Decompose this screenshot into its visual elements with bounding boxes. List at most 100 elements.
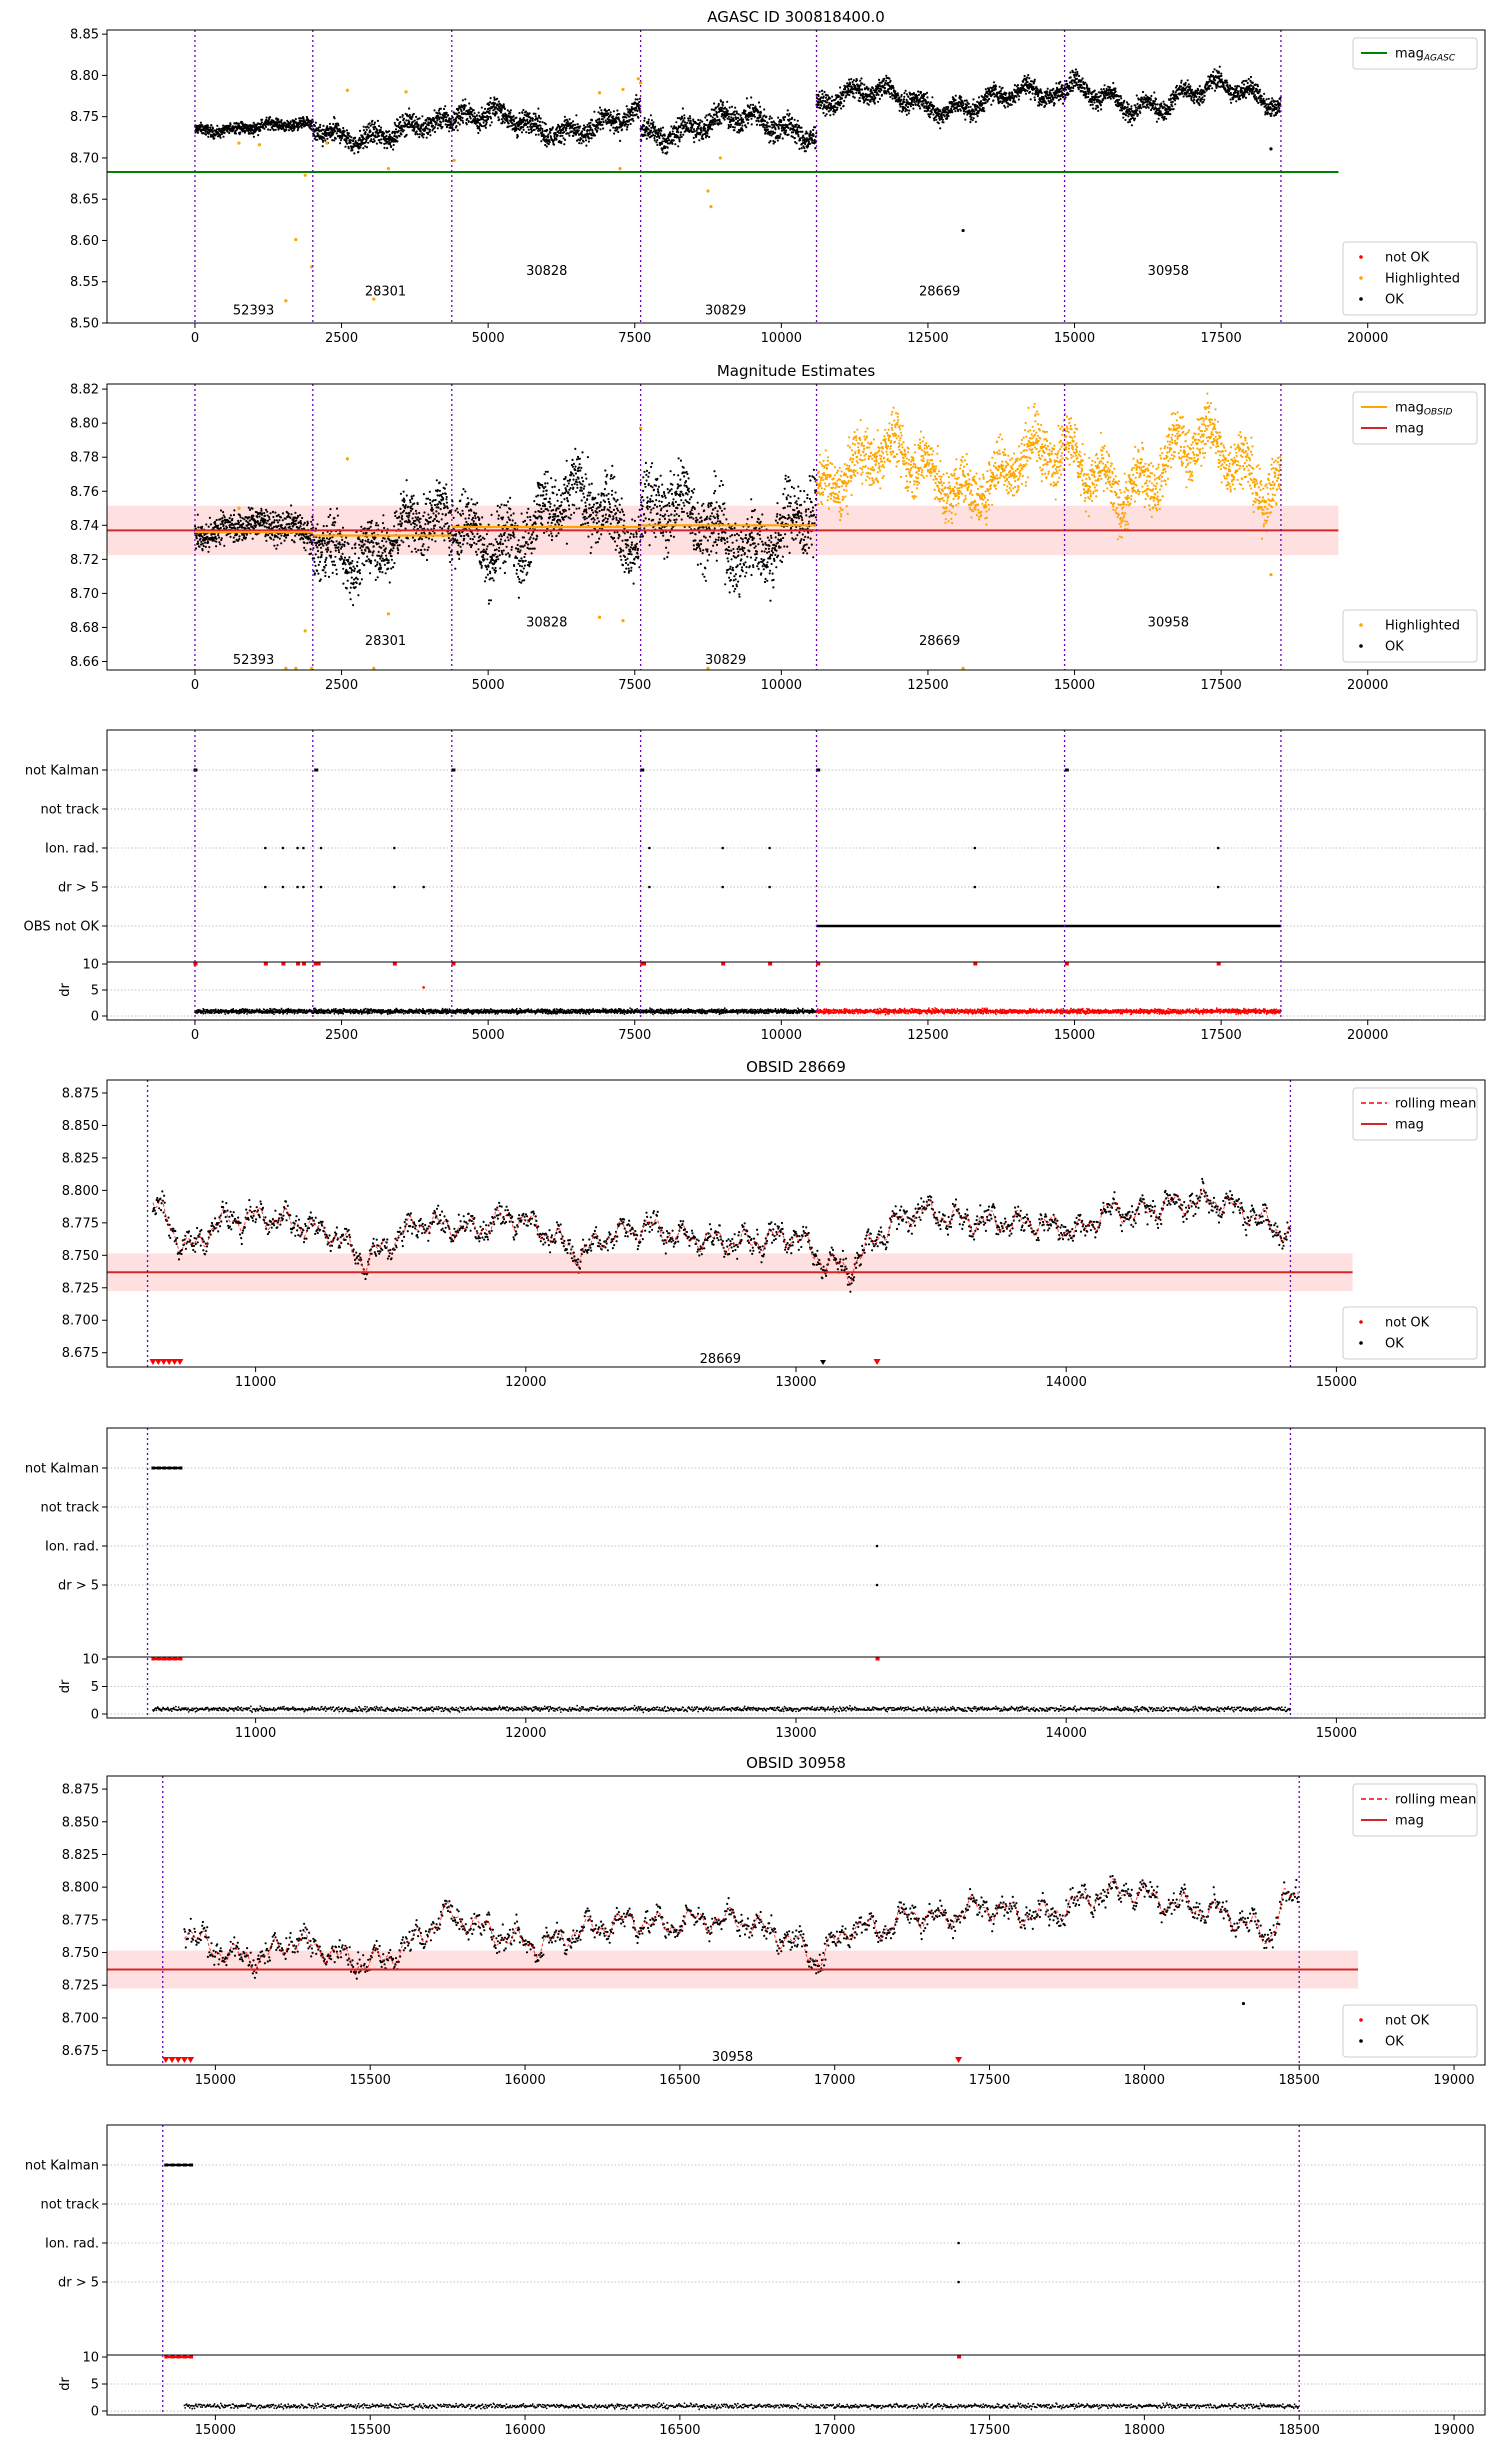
y-tick-label: 8.50 xyxy=(70,317,99,332)
y-tick-label: 8.72 xyxy=(70,553,99,568)
dr5-marker xyxy=(721,885,725,889)
x-tick-label: 12500 xyxy=(907,1028,948,1043)
legend-bottom: not OK OK xyxy=(1342,1306,1478,1360)
y-tick-label: 8.700 xyxy=(62,1314,99,1329)
ok-point xyxy=(1269,147,1273,151)
dr-high-marker xyxy=(193,962,198,966)
x-tick-label: 15000 xyxy=(195,2423,236,2438)
flag-category-label: Ion. rad. xyxy=(45,842,99,857)
x-tick-label: 16500 xyxy=(659,2073,700,2088)
legend-label: not OK xyxy=(1385,251,1430,266)
flag-category-label: dr > 5 xyxy=(58,2276,99,2291)
legend-text: not OK xyxy=(1385,251,1430,266)
flag-category-label: not track xyxy=(40,1501,99,1516)
x-tick-label: 15500 xyxy=(350,2073,391,2088)
y-tick-label: 8.800 xyxy=(62,1184,99,1199)
legend-marker xyxy=(1359,1320,1363,1324)
dr5-marker xyxy=(973,885,977,889)
highlighted-point xyxy=(303,173,307,177)
not-ok-offscale-marker xyxy=(168,2057,176,2063)
ion-rad-marker xyxy=(957,2241,960,2245)
dr-not-ok-points xyxy=(815,1007,1282,1016)
x-tick-label: 18500 xyxy=(1279,2073,1320,2088)
not-ok-offscale-marker xyxy=(165,1359,173,1365)
x-tick-label: 14000 xyxy=(1046,1726,1087,1741)
obsid-label: 30828 xyxy=(526,615,567,630)
ok-points xyxy=(151,1177,1291,1293)
plot-frame xyxy=(106,29,1486,324)
legend-marker xyxy=(1359,623,1363,627)
legend-frame xyxy=(1352,37,1478,70)
obsid-label: 30829 xyxy=(705,653,746,668)
not-ok-offscale-marker xyxy=(955,2057,963,2063)
highlighted-point xyxy=(718,156,722,160)
dr-high-marker xyxy=(973,962,978,966)
highlighted-point xyxy=(386,612,391,616)
dr-ok-points xyxy=(152,1704,1291,1714)
not-ok-offscale-marker xyxy=(162,2057,170,2063)
obsid-label: 52393 xyxy=(233,653,274,668)
x-tick-label: 17000 xyxy=(814,2423,855,2438)
x-tick-label: 15500 xyxy=(350,2423,391,2438)
highlighted-point xyxy=(961,666,965,670)
not-ok-offscale-marker xyxy=(154,1359,162,1365)
x-tick-label: 5000 xyxy=(472,1028,505,1043)
not-ok-offscale-marker xyxy=(176,1359,184,1365)
legend-marker xyxy=(1359,255,1363,259)
x-tick-label: 13000 xyxy=(775,1726,816,1741)
legend-text: OK xyxy=(1385,293,1404,308)
y-tick-label: 8.775 xyxy=(62,1913,99,1928)
flag-category-label: dr > 5 xyxy=(58,881,99,896)
dr-high-marker xyxy=(768,962,773,966)
x-tick-label: 10000 xyxy=(761,331,802,346)
dr-high-marker xyxy=(392,962,397,966)
legend-text: rolling mean xyxy=(1395,1097,1476,1112)
y-tick-label: 8.85 xyxy=(70,28,99,43)
obsid-label: 30829 xyxy=(705,304,746,319)
flag-category-label: OBS not OK xyxy=(24,920,100,935)
highlighted-point xyxy=(706,666,710,670)
dr-tick-label: 5 xyxy=(91,2378,99,2393)
dr-high-marker xyxy=(263,962,268,966)
x-tick-label: 12000 xyxy=(505,1375,546,1390)
flag-category-label: not track xyxy=(40,803,99,818)
dr-tick-label: 5 xyxy=(91,984,99,999)
dr5-marker xyxy=(648,885,651,889)
highlighted-point xyxy=(639,81,643,85)
y-tick-label: 8.850 xyxy=(62,1815,99,1830)
dr-high-marker xyxy=(957,2355,962,2359)
legend-top: rolling mean mag xyxy=(1352,1783,1478,1837)
y-tick-label: 8.775 xyxy=(62,1216,99,1231)
dr-point xyxy=(422,986,425,989)
panel-title: Magnitude Estimates xyxy=(717,362,875,380)
dr5-marker xyxy=(393,885,396,889)
legend-bottom: not OK OK xyxy=(1342,2004,1478,2058)
dr-tick-label: 0 xyxy=(91,2405,99,2420)
not-kalman-marker xyxy=(451,768,456,772)
legend-label: Highlighted xyxy=(1385,619,1460,634)
ion-rad-marker xyxy=(281,846,285,850)
not-kalman-marker xyxy=(816,768,821,772)
highlighted-point xyxy=(372,666,376,670)
y-tick-label: 8.825 xyxy=(62,1151,99,1166)
dr5-marker xyxy=(264,885,267,889)
obsid-label: 28669 xyxy=(919,285,960,300)
rolling-mean-line xyxy=(152,1188,1291,1285)
y-tick-label: 8.750 xyxy=(62,1946,99,1961)
x-tick-label: 0 xyxy=(191,1028,199,1043)
y-tick-label: 8.75 xyxy=(70,110,99,125)
legend-label: magOBSID xyxy=(1395,401,1453,418)
ok-point xyxy=(961,228,965,233)
legend-label: magAGASC xyxy=(1395,47,1456,64)
legend-text: OK xyxy=(1385,1337,1404,1352)
x-tick-label: 0 xyxy=(191,331,199,346)
highlighted-point xyxy=(237,506,241,510)
y-tick-label: 8.60 xyxy=(70,234,99,249)
y-tick-label: 8.750 xyxy=(62,1249,99,1264)
highlighted-point xyxy=(706,189,710,193)
panel-flags_all: not Kalman not track Ion. rad. dr > 5 OBS no… xyxy=(24,729,1486,1043)
legend-label: rolling mean xyxy=(1395,1793,1476,1808)
dr-tick-label: 0 xyxy=(91,1708,99,1723)
panel-title: OBSID 30958 xyxy=(746,1754,846,1772)
obsid-label: 28301 xyxy=(365,285,406,300)
